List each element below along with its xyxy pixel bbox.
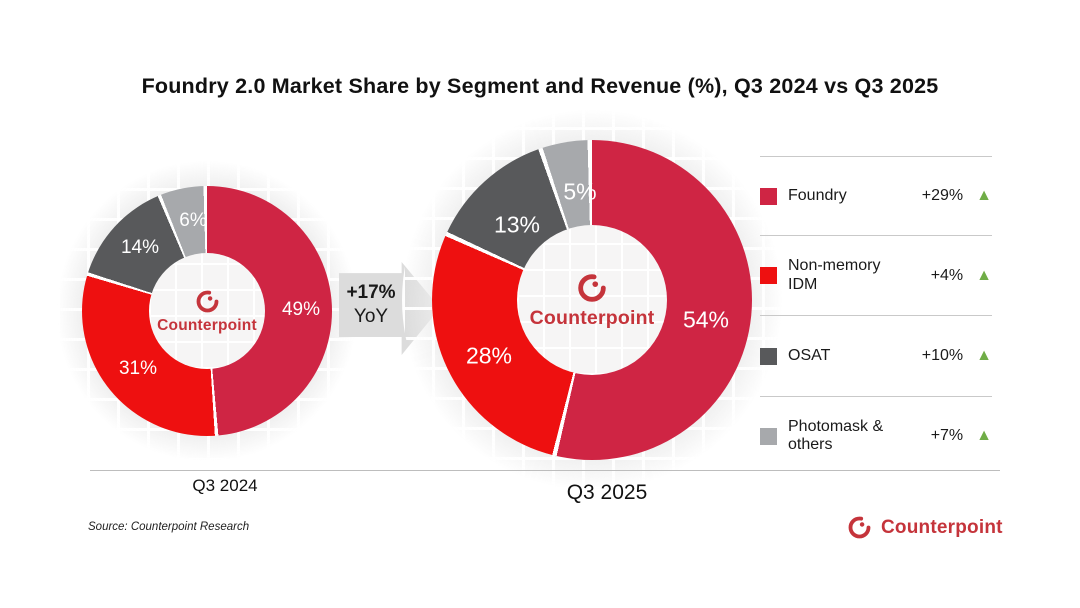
up-triangle-icon: ▲	[976, 427, 992, 444]
up-triangle-icon: ▲	[976, 347, 992, 364]
donut-q3-2024: Counterpoint 49% 31% 14% 6%	[82, 186, 332, 436]
slice-label-osat-2025: 13%	[493, 211, 541, 238]
donut-q3-2025: Counterpoint 54% 28% 13% 5%	[432, 140, 752, 460]
slice-label-foundry-2024: 49%	[281, 299, 321, 320]
legend-row-non-memory-idm: Non-memory IDM +4% ▲	[760, 235, 992, 315]
chart-title: Foundry 2.0 Market Share by Segment and …	[141, 74, 939, 98]
slice-label-idm-2025: 28%	[465, 342, 513, 369]
yoy-growth-text: +17% YoY	[339, 273, 403, 337]
foundry-swatch	[760, 187, 777, 205]
legend-row-foundry: Foundry +29% ▲	[760, 156, 992, 235]
slice-label-idm-2024: 31%	[118, 358, 158, 379]
slice-label-photomask-2024: 6%	[179, 210, 207, 231]
legend-label: Foundry	[788, 186, 847, 204]
legend-change: +7%	[930, 427, 964, 444]
legend-label: OSAT	[788, 346, 831, 364]
photomask-others-swatch	[760, 427, 777, 445]
source-note: Source: Counterpoint Research	[88, 521, 250, 533]
counterpoint-logo-icon	[578, 273, 606, 302]
up-triangle-icon: ▲	[976, 187, 992, 204]
legend-label: Non-memory IDM	[788, 257, 881, 293]
osat-swatch	[760, 347, 777, 365]
donut-hole-q3-2025: Counterpoint	[517, 225, 667, 375]
slice-label-photomask-2025: 5%	[563, 178, 597, 205]
x-label-q3-2025: Q3 2025	[566, 481, 648, 504]
yoy-label: YoY	[353, 306, 389, 327]
slice-label-foundry-2025: 54%	[682, 306, 730, 333]
legend-change: +29%	[921, 187, 964, 204]
legend-change: +10%	[921, 347, 964, 364]
legend-change: +4%	[930, 266, 964, 284]
counterpoint-logo-text: Counterpoint	[157, 316, 257, 334]
legend: Foundry +29% ▲ Non-memory IDM +4% ▲ OSAT…	[760, 156, 992, 475]
counterpoint-logo-text: Counterpoint	[881, 516, 1003, 538]
legend-row-osat: OSAT +10% ▲	[760, 315, 992, 396]
counterpoint-logo-icon	[196, 290, 218, 312]
legend-label: Photomask & others	[788, 417, 884, 453]
legend-row-photomask-others: Photomask & others +7% ▲	[760, 396, 992, 475]
up-triangle-icon: ▲	[976, 266, 992, 284]
yoy-value: +17%	[346, 282, 396, 304]
donut-hole-q3-2024: Counterpoint	[149, 253, 265, 369]
x-label-q3-2024: Q3 2024	[192, 476, 258, 495]
slice-label-osat-2024: 14%	[120, 237, 160, 258]
counterpoint-footer-logo: Counterpoint	[846, 514, 1003, 541]
counterpoint-logo-text: Counterpoint	[529, 306, 655, 329]
non-memory-idm-swatch	[760, 267, 777, 284]
counterpoint-logo-icon	[848, 516, 871, 539]
baseline-rule	[90, 470, 1000, 471]
